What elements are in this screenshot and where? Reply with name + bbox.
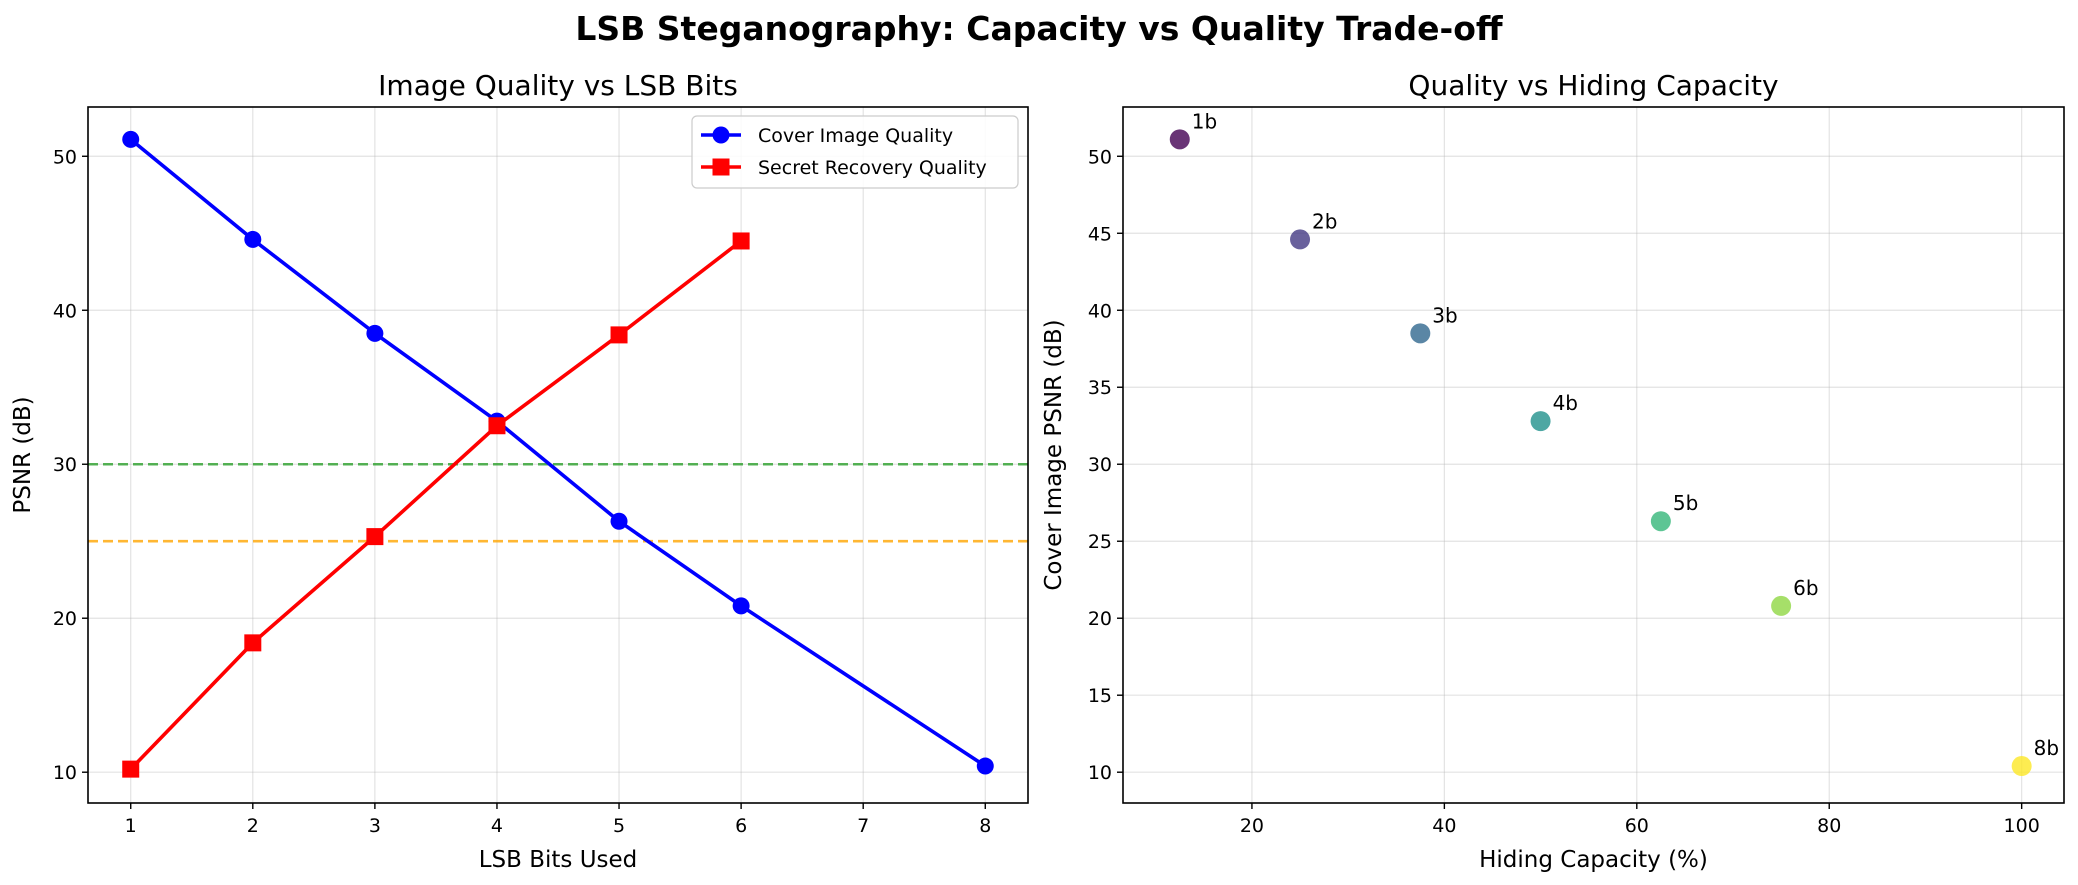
y-tick-label: 50 [1088, 146, 1112, 168]
data-point [1650, 511, 1671, 532]
y-tick-label: 20 [1088, 608, 1112, 630]
right-scatter-chart: 20 40 60 80 100 10 15 20 25 30 35 40 45 50 Quality vs … [1041, 69, 2065, 873]
x-tick-label: 60 [1625, 815, 1649, 837]
axes-frame [87, 106, 1029, 804]
data-point [732, 597, 750, 615]
y-tick-label: 30 [1088, 454, 1112, 476]
data-point [976, 757, 994, 775]
x-axis-label: Hiding Capacity (%) [1479, 847, 1708, 873]
y-tick-label: 10 [1088, 762, 1112, 784]
y-tick-label: 15 [1088, 685, 1112, 707]
legend-marker [712, 158, 730, 176]
point-annotation: 8b [2034, 736, 2059, 760]
legend-marker [712, 126, 730, 144]
y-tick-label: 20 [53, 608, 77, 630]
y-axis-label: PSNR (dB) [10, 396, 36, 513]
x-tick-label: 8 [979, 815, 991, 837]
y-tick-label: 25 [1088, 531, 1112, 553]
legend-box [691, 115, 1019, 189]
data-point [1410, 323, 1431, 344]
axes-frame [1122, 106, 2065, 804]
x-tick-label: 1 [125, 815, 137, 837]
data-point [122, 130, 140, 148]
y-tick-label: 10 [53, 762, 77, 784]
y-axis-label: Cover Image PSNR (dB) [1041, 319, 1067, 590]
data-point [244, 634, 262, 652]
y-tick-label: 50 [53, 146, 77, 168]
x-tick-label: 6 [735, 815, 747, 837]
chart-title: Quality vs Hiding Capacity [1408, 69, 1778, 102]
data-point [366, 528, 384, 546]
data-point [244, 230, 262, 248]
point-annotation: 4b [1553, 391, 1578, 415]
x-tick-label: 2 [247, 815, 259, 837]
data-point [610, 512, 628, 530]
x-tick-label: 20 [1240, 815, 1264, 837]
series-line [129, 137, 987, 768]
point-annotation: 1b [1192, 109, 1217, 133]
point-annotation: 2b [1312, 209, 1337, 233]
point-annotation: 3b [1432, 303, 1457, 327]
data-point [1169, 129, 1190, 150]
data-point [488, 417, 506, 435]
legend-label: Cover Image Quality [758, 125, 953, 147]
y-tick-label: 40 [1088, 300, 1112, 322]
data-point [1290, 229, 1311, 250]
x-tick-label: 3 [369, 815, 381, 837]
x-tick-label: 7 [857, 815, 869, 837]
x-tick-label: 5 [613, 815, 625, 837]
point-annotation: 6b [1793, 576, 1818, 600]
data-point [2011, 756, 2032, 777]
y-tick-label: 35 [1088, 377, 1112, 399]
legend: Cover Image Quality Secret Recovery Quali… [691, 115, 1019, 189]
point-annotation: 5b [1673, 491, 1698, 515]
x-tick-label: 4 [491, 815, 503, 837]
y-tick-label: 40 [53, 300, 77, 322]
left-line-chart: 1 2 3 4 5 6 7 8 10 20 30 40 50 Image Quality vs LSB B… [10, 69, 1029, 873]
series-line [129, 239, 743, 771]
data-point [1530, 411, 1551, 432]
chart-title: Image Quality vs LSB Bits [378, 69, 738, 102]
x-tick-label: 100 [2004, 815, 2040, 837]
y-tick-label: 45 [1088, 223, 1112, 245]
x-axis-label: LSB Bits Used [479, 847, 638, 873]
data-point [122, 760, 140, 778]
data-point [732, 232, 750, 250]
x-tick-label: 40 [1432, 815, 1456, 837]
y-tick-label: 30 [53, 454, 77, 476]
data-point [610, 326, 628, 344]
figure-title: LSB Steganography: Capacity vs Quality T… [575, 9, 1504, 48]
legend-label: Secret Recovery Quality [758, 157, 987, 179]
data-point [1771, 595, 1792, 616]
x-tick-label: 80 [1817, 815, 1841, 837]
data-point [366, 324, 384, 342]
